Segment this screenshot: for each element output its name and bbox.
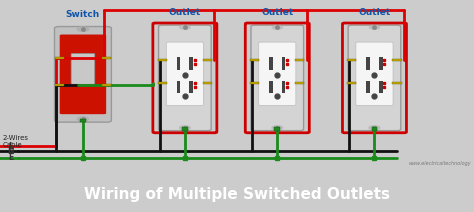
Bar (55, 84, 64, 86)
Bar (158, 82, 167, 84)
Bar (372, 127, 377, 131)
FancyBboxPatch shape (60, 35, 106, 114)
Bar (182, 127, 188, 131)
Bar (295, 82, 304, 84)
Bar (282, 81, 285, 93)
Text: L: L (9, 142, 13, 151)
Circle shape (77, 117, 89, 121)
Circle shape (272, 25, 283, 29)
Bar (177, 81, 180, 93)
FancyBboxPatch shape (356, 42, 393, 105)
FancyBboxPatch shape (158, 25, 211, 131)
Bar (347, 82, 356, 84)
FancyBboxPatch shape (166, 42, 203, 105)
Bar (102, 84, 111, 86)
Text: 2-Wires
Cable: 2-Wires Cable (3, 135, 29, 148)
Bar (177, 57, 180, 70)
Circle shape (369, 25, 380, 29)
Bar (250, 82, 259, 84)
Circle shape (369, 126, 380, 130)
Bar (379, 57, 383, 70)
FancyBboxPatch shape (348, 25, 401, 131)
Text: Wiring of Multiple Switched Outlets: Wiring of Multiple Switched Outlets (84, 187, 390, 202)
Text: www.electricaltechnology: www.electricaltechnology (409, 161, 472, 166)
Bar (347, 59, 356, 61)
Bar (366, 81, 370, 93)
Bar (295, 59, 304, 61)
Circle shape (180, 25, 190, 29)
Bar (269, 57, 273, 70)
Bar (392, 59, 401, 61)
Text: N: N (7, 147, 13, 156)
Circle shape (77, 27, 89, 31)
Bar (189, 81, 193, 93)
Bar (203, 82, 212, 84)
Bar (269, 81, 273, 93)
Circle shape (272, 126, 283, 130)
Text: E: E (8, 153, 13, 162)
FancyBboxPatch shape (251, 25, 303, 131)
Bar (274, 127, 280, 131)
Text: Outlet: Outlet (261, 8, 293, 17)
Bar (282, 57, 285, 70)
Bar (102, 57, 111, 59)
Bar (392, 82, 401, 84)
Bar (189, 57, 193, 70)
FancyBboxPatch shape (55, 26, 111, 122)
Circle shape (180, 126, 190, 130)
Bar (80, 119, 86, 122)
Text: Outlet: Outlet (358, 8, 391, 17)
Bar (250, 59, 259, 61)
Text: Switch: Switch (66, 10, 100, 20)
Bar (203, 59, 212, 61)
Bar (55, 57, 64, 59)
Bar (366, 57, 370, 70)
FancyBboxPatch shape (71, 53, 95, 84)
Bar (379, 81, 383, 93)
Bar (158, 59, 167, 61)
Text: Outlet: Outlet (169, 8, 201, 17)
FancyBboxPatch shape (259, 42, 296, 105)
